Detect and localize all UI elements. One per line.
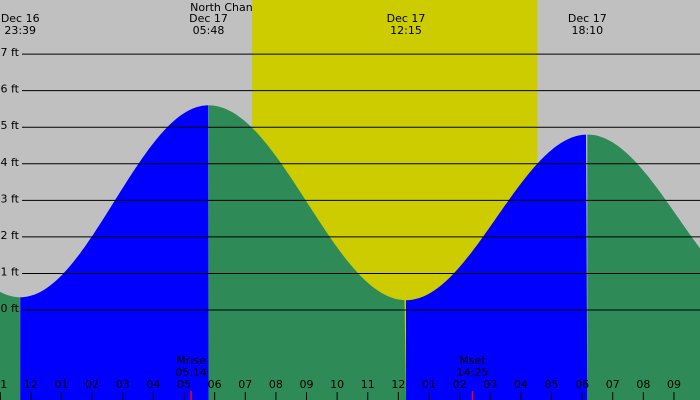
x-tick-label: 05 <box>544 378 558 391</box>
tide-area <box>0 291 21 400</box>
x-tick-label: 05 <box>177 378 191 391</box>
y-tick-label: 6 ft <box>1 83 20 96</box>
y-tick-label: 7 ft <box>1 46 20 59</box>
y-tick-label: 3 ft <box>1 192 20 205</box>
tide-date: Dec 17 <box>189 12 228 25</box>
x-tick-label: 01 <box>422 378 436 391</box>
tide-area <box>406 134 588 400</box>
tide-date: Dec 17 <box>568 12 607 25</box>
tide-area <box>587 134 700 400</box>
x-tick-label: 11 <box>0 378 7 391</box>
x-tick-label: 03 <box>483 378 497 391</box>
x-tick-label: 07 <box>238 378 252 391</box>
y-tick-label: 1 ft <box>1 265 20 278</box>
moon-time: 14:25 <box>457 366 489 379</box>
moon-label: Mset <box>459 354 486 367</box>
x-tick-label: 04 <box>146 378 160 391</box>
y-tick-label: 5 ft <box>1 119 20 132</box>
x-tick-label: 09 <box>300 378 314 391</box>
x-tick-label: 02 <box>453 378 467 391</box>
x-tick-label: 03 <box>116 378 130 391</box>
y-tick-label: 2 ft <box>1 229 20 242</box>
x-tick-label: 04 <box>514 378 528 391</box>
moon-label: Mrise <box>176 354 206 367</box>
tide-area <box>20 105 209 400</box>
x-tick-label: 09 <box>667 378 681 391</box>
tide-time: 23:39 <box>4 24 36 37</box>
x-tick-label: 12 <box>391 378 405 391</box>
tide-time: 18:10 <box>571 24 603 37</box>
x-tick-label: 01 <box>55 378 69 391</box>
y-tick-label: 0 ft <box>1 302 20 315</box>
x-tick-label: 08 <box>636 378 650 391</box>
tide-date: Dec 17 <box>387 12 426 25</box>
x-tick-label: 07 <box>606 378 620 391</box>
x-tick-label: 10 <box>330 378 344 391</box>
x-tick-label: 02 <box>85 378 99 391</box>
tide-time: 05:48 <box>193 24 225 37</box>
tide-date: Dec 16 <box>1 12 40 25</box>
moon-time: 05:14 <box>175 366 207 379</box>
x-tick-label: 12 <box>24 378 38 391</box>
tide-area <box>208 105 407 400</box>
x-tick-label: 06 <box>575 378 589 391</box>
x-tick-label: 11 <box>361 378 375 391</box>
x-tick-label: 06 <box>208 378 222 391</box>
tide-time: 12:15 <box>390 24 422 37</box>
y-tick-label: 4 ft <box>1 156 20 169</box>
x-tick-label: 08 <box>269 378 283 391</box>
